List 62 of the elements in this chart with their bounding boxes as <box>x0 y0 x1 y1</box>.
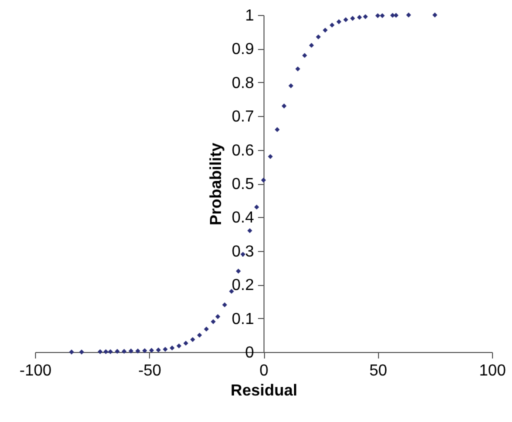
x-tick-label: -100 <box>19 362 52 380</box>
point <box>156 348 161 352</box>
x-tick-label: 50 <box>369 362 388 380</box>
point <box>69 350 74 354</box>
point <box>302 52 308 58</box>
point <box>135 348 140 354</box>
y-axis-title: Probability <box>208 142 225 226</box>
point <box>236 268 241 274</box>
y-tick-label: 0.1 <box>232 310 254 328</box>
y-tick-label: 1 <box>245 8 254 24</box>
y-tick-label: 0.5 <box>232 176 254 193</box>
point <box>142 348 148 354</box>
point <box>215 314 220 320</box>
point <box>406 12 412 18</box>
point <box>261 178 266 183</box>
point <box>322 28 328 33</box>
point <box>247 228 252 234</box>
point <box>210 319 216 324</box>
point <box>274 127 280 132</box>
point <box>170 346 175 350</box>
point <box>197 332 202 338</box>
x-tick-label: 100 <box>479 362 506 380</box>
point <box>114 348 120 354</box>
y-tick-label: 0.3 <box>232 243 254 260</box>
y-tick-label: 0.2 <box>232 277 254 294</box>
point <box>432 12 438 18</box>
y-tick-label: 0.9 <box>232 41 254 58</box>
point <box>122 348 127 354</box>
point <box>295 66 300 72</box>
point <box>350 16 356 21</box>
point <box>103 349 108 354</box>
point <box>149 348 154 353</box>
point <box>108 349 113 354</box>
point <box>375 13 380 18</box>
point <box>394 12 398 18</box>
x-tick-label: -50 <box>138 362 162 380</box>
point <box>204 326 209 332</box>
y-tick-label: 0.7 <box>232 108 254 126</box>
y-tick-label: 0.6 <box>232 142 254 160</box>
point <box>176 343 182 348</box>
y-tick-label: 0.4 <box>232 210 254 227</box>
point <box>288 83 294 88</box>
point <box>357 14 362 20</box>
point <box>380 13 385 18</box>
point <box>330 22 334 28</box>
point <box>183 340 188 346</box>
point <box>336 19 342 24</box>
point <box>254 204 260 210</box>
point <box>282 104 287 108</box>
point <box>268 154 273 159</box>
y-tick-label: 0.8 <box>232 74 254 92</box>
point <box>309 42 314 48</box>
point <box>128 348 134 354</box>
point <box>362 14 368 20</box>
x-axis-title: Residual <box>230 382 298 400</box>
point <box>316 34 321 40</box>
point <box>190 337 196 342</box>
point <box>162 346 168 352</box>
point <box>98 349 103 354</box>
point <box>222 302 228 308</box>
x-tick-label: 0 <box>260 362 269 380</box>
point <box>79 350 84 354</box>
